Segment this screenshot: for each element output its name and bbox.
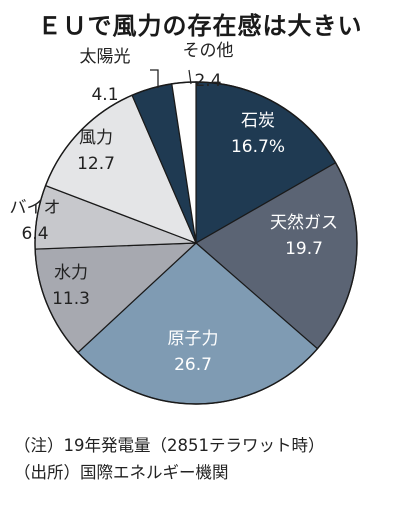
other-leader-line <box>188 69 192 85</box>
note-data-source: （出所）国際エネルギー機関 <box>14 463 229 482</box>
solar-leader-line <box>150 69 159 88</box>
note-source-year: （注）19年発電量（2851テラワット時） <box>14 436 325 455</box>
category-label-gas: 天然ガス <box>270 213 338 233</box>
category-label-coal: 石炭 <box>241 111 275 131</box>
category-label-nuclear: 原子力 <box>168 329 219 349</box>
value-label-nuclear: 26.7 <box>174 355 212 375</box>
value-label-other: 2.4 <box>194 71 221 91</box>
value-label-bio: 6.4 <box>21 224 48 244</box>
pie-labels: 石炭 16.7% 天然ガス 19.7 原子力 26.7 水力 11.3 バイオ 6.4 風力 12.7… <box>10 41 339 375</box>
category-label-other: その他 <box>183 41 234 61</box>
pie-outline <box>34 81 358 405</box>
chart-notes: （注）19年発電量（2851テラワット時） （出所）国際エネルギー機関 <box>14 432 325 486</box>
category-label-hydro: 水力 <box>54 263 88 283</box>
value-label-solar: 4.1 <box>91 85 118 105</box>
value-label-hydro: 11.3 <box>52 289 90 309</box>
value-label-coal: 16.7% <box>231 137 285 157</box>
pie-chart: 石炭 16.7% 天然ガス 19.7 原子力 26.7 水力 11.3 バイオ 6.4 風力 12.7… <box>10 41 358 405</box>
category-label-solar: 太陽光 <box>80 47 131 67</box>
pie-slices <box>34 81 358 405</box>
category-label-wind: 風力 <box>79 128 113 148</box>
value-label-gas: 19.7 <box>285 239 323 259</box>
category-label-bio: バイオ <box>10 198 61 218</box>
value-label-wind: 12.7 <box>77 154 115 174</box>
chart-title: ＥＵで風力の存在感は大きい <box>37 12 363 40</box>
